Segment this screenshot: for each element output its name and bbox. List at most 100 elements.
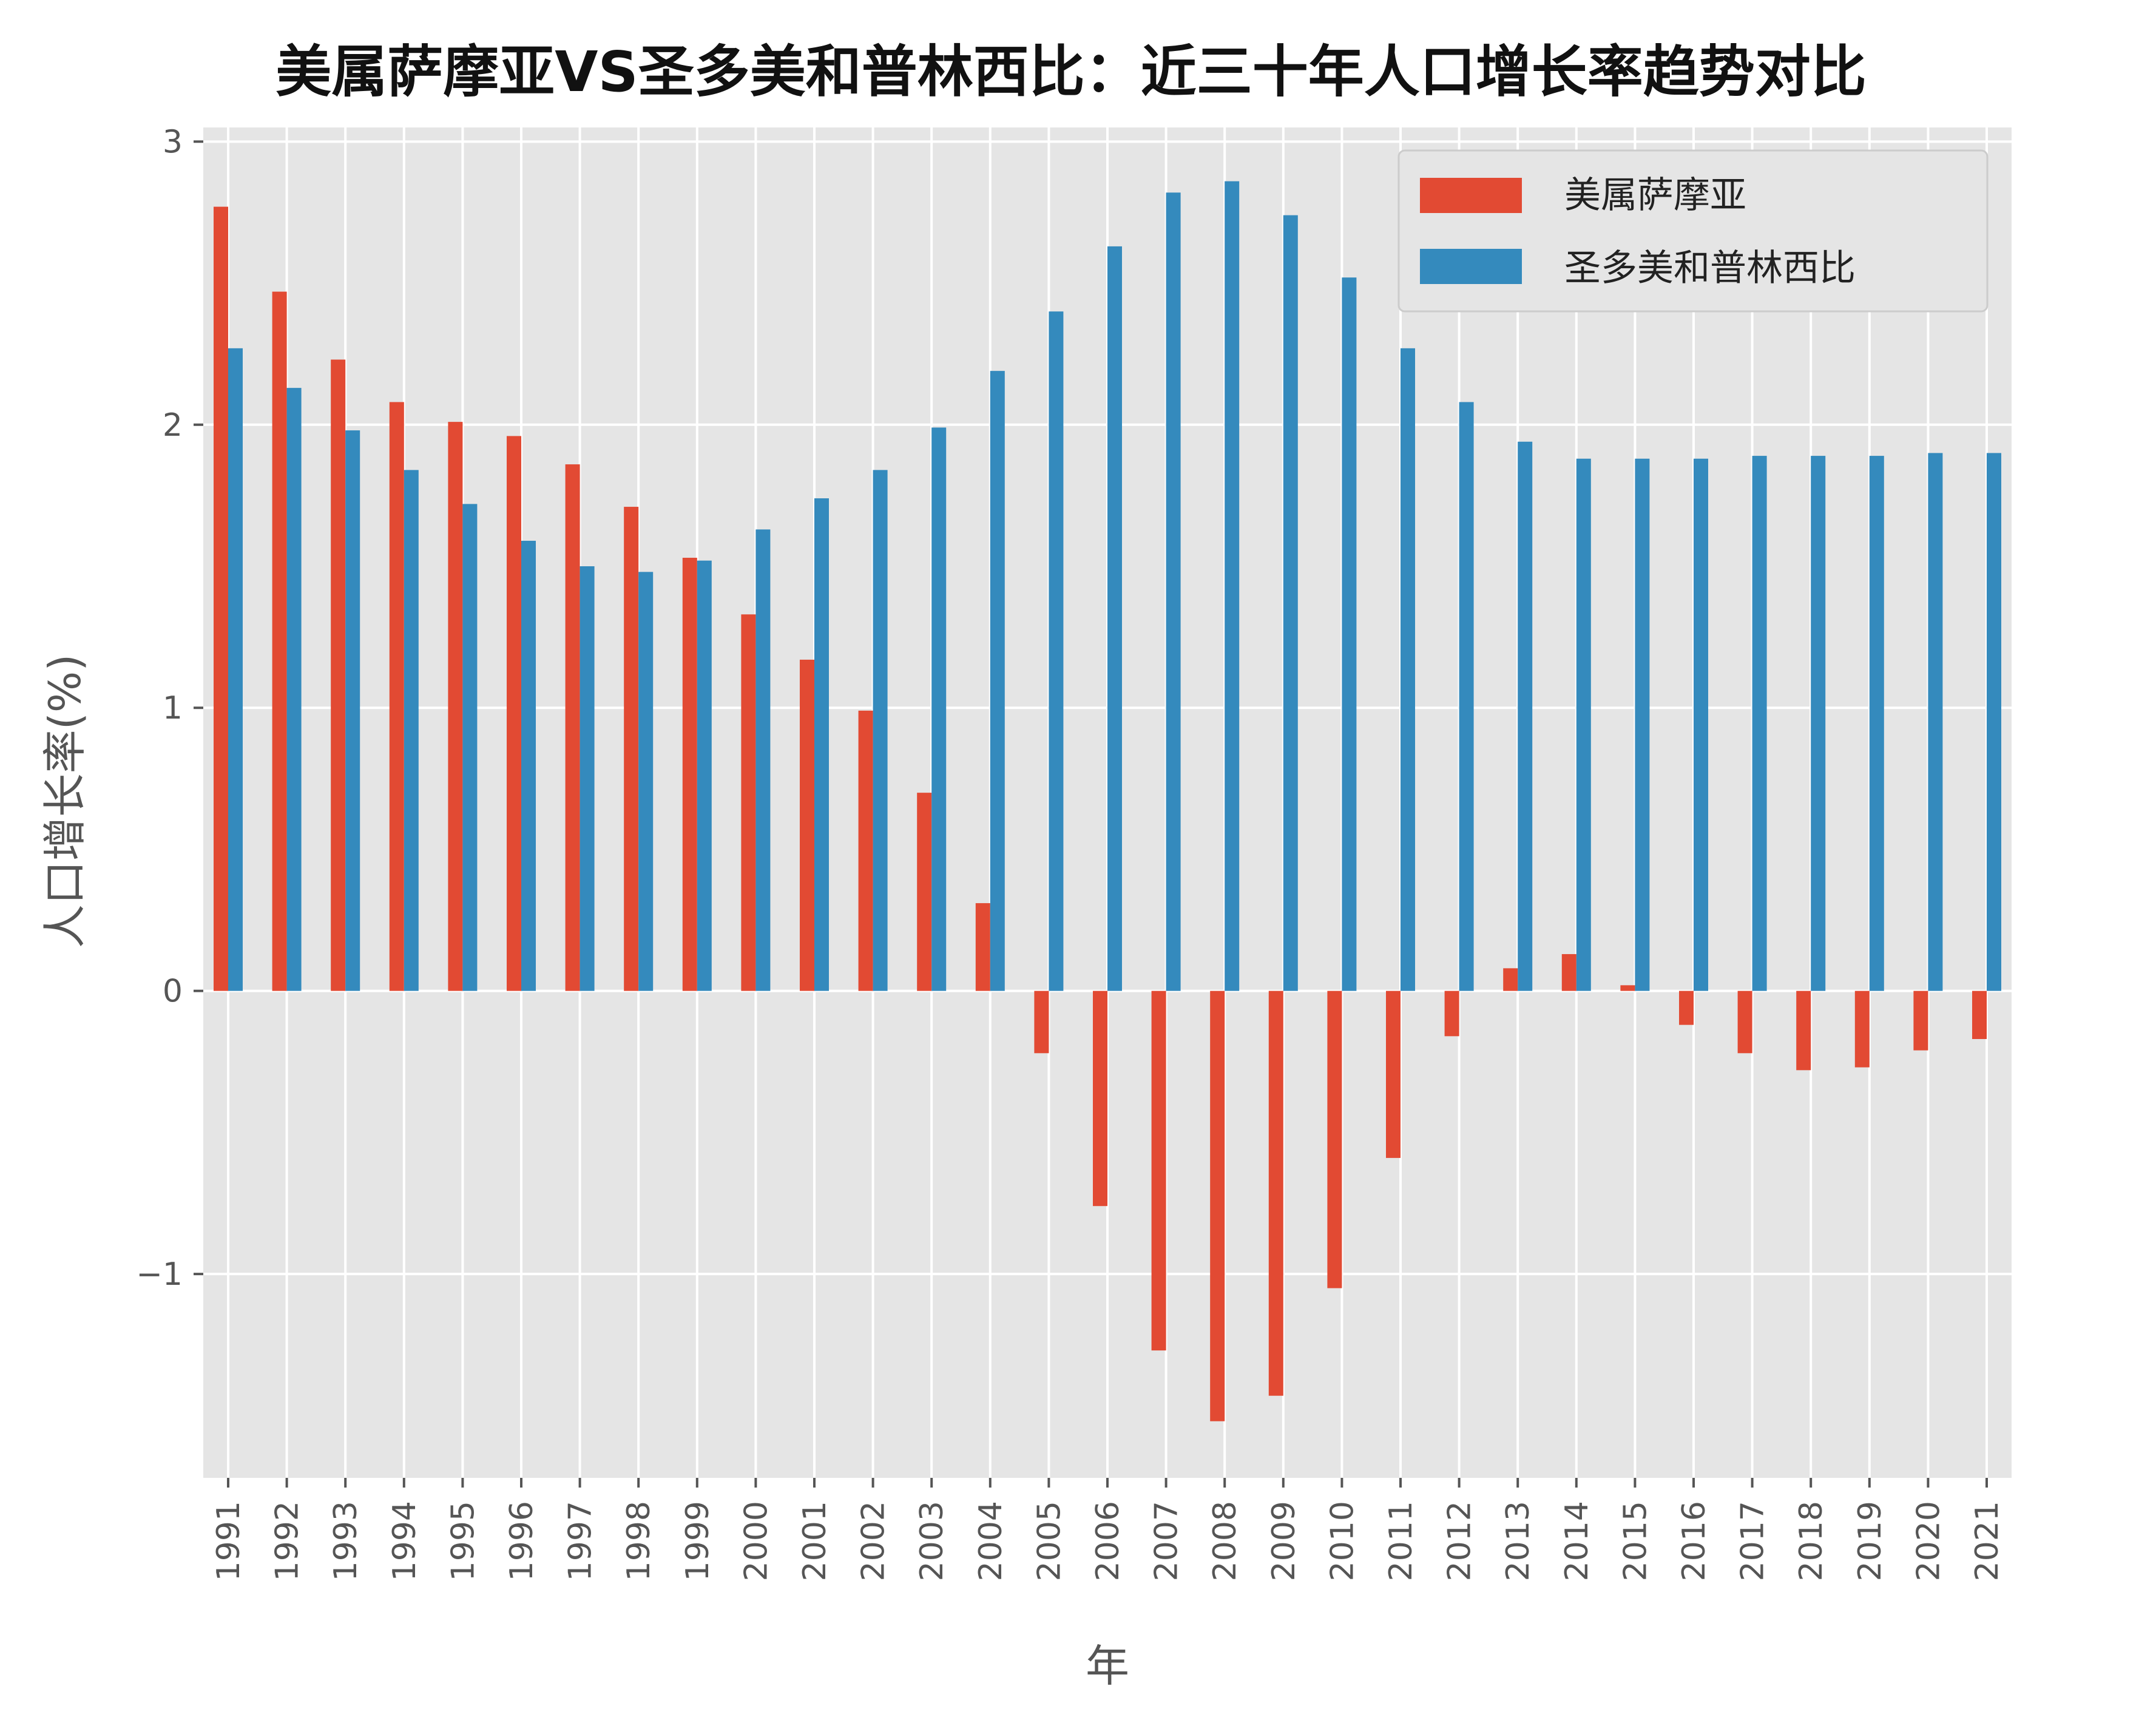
bar-sao-tome xyxy=(521,541,536,991)
bar-american-samoa xyxy=(331,359,346,991)
x-tick-label: 2006 xyxy=(1090,1501,1126,1581)
bar-american-samoa xyxy=(917,793,932,991)
x-tick-label: 1995 xyxy=(445,1501,481,1581)
y-tick-label: 2 xyxy=(163,407,183,444)
x-tick-label: 2003 xyxy=(914,1501,950,1581)
bar-american-samoa xyxy=(1034,990,1049,1054)
bar-sao-tome xyxy=(1518,441,1533,991)
x-tick-label: 2017 xyxy=(1735,1501,1771,1581)
legend-box xyxy=(1397,149,1989,313)
bar-american-samoa xyxy=(1679,990,1694,1025)
bar-american-samoa xyxy=(1796,990,1811,1071)
bar-sao-tome xyxy=(814,498,829,991)
y-tick-label: 1 xyxy=(163,690,183,726)
y-tick-label: 0 xyxy=(163,973,183,1010)
x-tick-label: 2009 xyxy=(1266,1501,1302,1581)
bar-sao-tome xyxy=(1283,215,1298,991)
bar-sao-tome xyxy=(1459,402,1474,991)
tick-layer: −1 0 1 2 3 1991 1992 1993 1994 1995 1996 1997 1998 19… xyxy=(136,124,2006,1581)
y-tick-label: −1 xyxy=(136,1256,183,1293)
bar-american-samoa xyxy=(1737,990,1752,1054)
legend-swatch-sao-tome xyxy=(1420,249,1522,284)
bar-sao-tome xyxy=(1635,458,1650,991)
bar-american-samoa xyxy=(507,436,521,991)
bar-american-samoa xyxy=(800,659,814,991)
bar-american-samoa xyxy=(682,558,697,991)
x-axis-label: 年 xyxy=(1086,1640,1129,1691)
bar-american-samoa xyxy=(1386,990,1401,1158)
x-tick-label: 2014 xyxy=(1559,1501,1595,1581)
bar-american-samoa xyxy=(214,206,228,991)
bar-american-samoa xyxy=(389,402,404,991)
bar-sao-tome xyxy=(404,470,419,991)
bar-american-samoa xyxy=(1268,990,1283,1396)
x-tick-label: 2018 xyxy=(1793,1501,1830,1581)
x-tick-label: 2004 xyxy=(973,1501,1009,1581)
bar-sao-tome xyxy=(1401,348,1415,991)
bar-sao-tome xyxy=(1166,192,1181,991)
bar-sao-tome xyxy=(228,348,243,991)
bar-american-samoa xyxy=(1327,990,1342,1288)
bar-sao-tome xyxy=(1752,456,1767,991)
legend-label-sao-tome: 圣多美和普林西比 xyxy=(1564,247,1856,289)
chart-title: 美属萨摩亚VS圣多美和普林西比：近三十年人口增长率趋势对比 xyxy=(275,39,1866,104)
bar-american-samoa xyxy=(1444,990,1459,1037)
x-tick-label: 1994 xyxy=(387,1501,423,1581)
x-tick-label: 2008 xyxy=(1207,1501,1243,1581)
x-tick-label: 2013 xyxy=(1500,1501,1536,1581)
bar-sao-tome xyxy=(1811,456,1826,991)
bar-american-samoa xyxy=(448,422,463,991)
x-tick-label: 2000 xyxy=(738,1501,774,1581)
bar-american-samoa xyxy=(624,507,639,991)
bar-sao-tome xyxy=(1342,277,1357,991)
x-tick-label: 1992 xyxy=(269,1501,306,1581)
x-tick-label: 2021 xyxy=(1969,1501,2006,1581)
bar-american-samoa xyxy=(858,710,873,991)
y-axis-label: 人口增长率(%) xyxy=(39,654,90,949)
x-tick-label: 2019 xyxy=(1852,1501,1888,1581)
legend-label-american-samoa: 美属萨摩亚 xyxy=(1564,174,1746,217)
x-tick-label: 1993 xyxy=(328,1501,364,1581)
bar-american-samoa xyxy=(272,291,287,991)
bar-american-samoa xyxy=(1151,990,1166,1351)
bar-american-samoa xyxy=(565,464,580,991)
bar-sao-tome xyxy=(1869,456,1884,991)
bar-american-samoa xyxy=(1854,990,1870,1068)
y-tick-label: 3 xyxy=(163,124,183,160)
x-tick-label: 2016 xyxy=(1676,1501,1712,1581)
bar-sao-tome xyxy=(873,470,888,991)
bar-american-samoa xyxy=(975,903,990,991)
bar-sao-tome xyxy=(1576,458,1591,991)
bar-sao-tome xyxy=(1107,246,1122,991)
bar-american-samoa xyxy=(1620,985,1635,991)
bar-american-samoa xyxy=(1561,954,1576,991)
x-tick-label: 2002 xyxy=(856,1501,892,1581)
x-tick-label: 1991 xyxy=(211,1501,247,1581)
bar-sao-tome xyxy=(931,427,947,991)
bar-sao-tome xyxy=(1928,453,1943,991)
x-tick-label: 1999 xyxy=(680,1501,716,1581)
bar-sao-tome xyxy=(697,560,712,991)
bar-sao-tome xyxy=(345,430,360,991)
bar-sao-tome xyxy=(1049,311,1064,991)
x-tick-label: 1996 xyxy=(504,1501,540,1581)
bar-american-samoa xyxy=(1503,968,1518,991)
bar-sao-tome xyxy=(638,572,654,991)
x-tick-label: 2011 xyxy=(1383,1501,1419,1581)
x-tick-label: 2015 xyxy=(1617,1501,1654,1581)
bar-sao-tome xyxy=(462,504,478,991)
x-tick-label: 1998 xyxy=(621,1501,657,1581)
x-tick-label: 2005 xyxy=(1031,1501,1067,1581)
x-tick-label: 2020 xyxy=(1910,1501,1947,1581)
bar-sao-tome xyxy=(1225,181,1240,991)
bar-sao-tome xyxy=(1694,458,1708,991)
x-tick-label: 2012 xyxy=(1442,1501,1478,1581)
x-tick-label: 2007 xyxy=(1149,1501,1185,1581)
bar-sao-tome xyxy=(580,566,595,991)
x-tick-label: 2001 xyxy=(797,1501,833,1581)
bar-american-samoa xyxy=(1093,990,1107,1207)
bar-sao-tome xyxy=(990,371,1005,991)
bar-american-samoa xyxy=(1913,990,1928,1051)
